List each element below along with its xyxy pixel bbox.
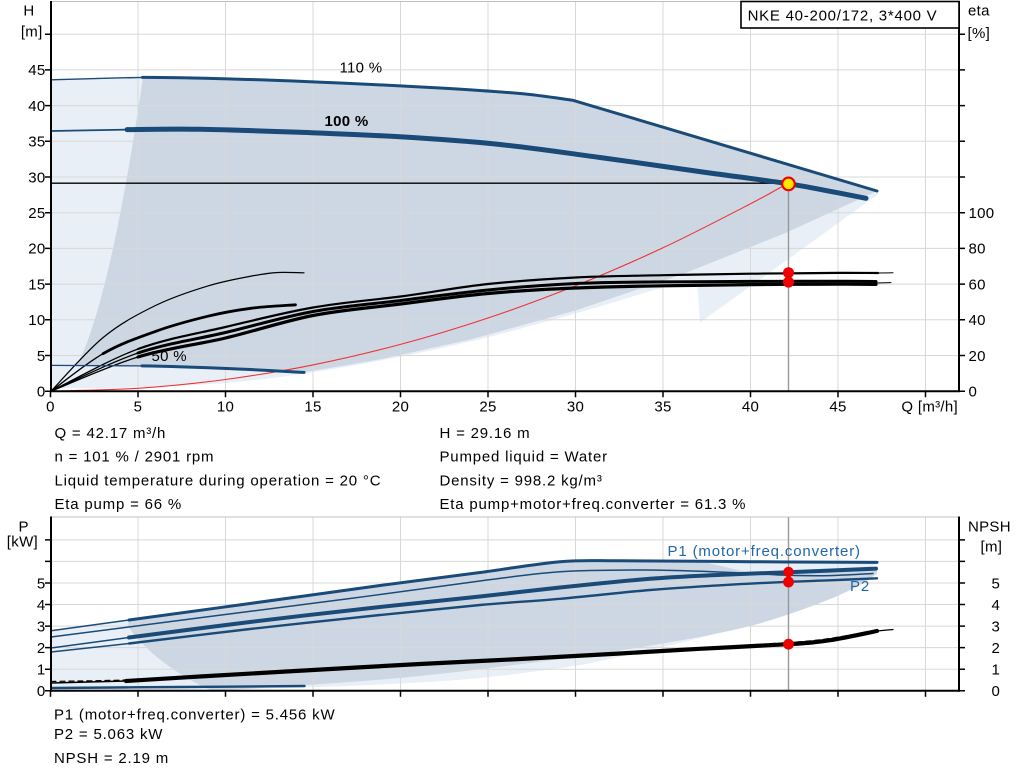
svg-text:[kW]: [kW] [7, 534, 38, 551]
svg-text:H: H [23, 2, 34, 19]
svg-text:100 %: 100 % [325, 113, 369, 130]
svg-text:H = 29.16 m: H = 29.16 m [440, 425, 531, 442]
svg-text:[%]: [%] [968, 25, 991, 42]
svg-text:2: 2 [992, 640, 1001, 657]
svg-text:NKE 40-200/172, 3*400 V: NKE 40-200/172, 3*400 V [748, 8, 938, 25]
svg-text:3: 3 [992, 618, 1001, 635]
svg-text:0: 0 [37, 384, 46, 401]
svg-text:[m]: [m] [981, 539, 1003, 556]
svg-text:100: 100 [969, 205, 995, 222]
svg-text:Q = 42.17 m³/h: Q = 42.17 m³/h [55, 425, 167, 442]
svg-text:35: 35 [654, 399, 671, 416]
svg-text:45: 45 [829, 399, 846, 416]
svg-text:eta: eta [968, 2, 990, 19]
svg-text:30: 30 [28, 169, 45, 186]
svg-text:1: 1 [992, 662, 1001, 679]
svg-text:110 %: 110 % [340, 59, 383, 76]
svg-text:40: 40 [969, 312, 986, 329]
svg-text:25: 25 [28, 205, 45, 222]
svg-text:P1 (motor+freq.converter): P1 (motor+freq.converter) [668, 543, 861, 560]
svg-text:40: 40 [742, 399, 759, 416]
svg-text:35: 35 [28, 134, 45, 151]
svg-text:P1 (motor+freq.converter) = 5.: P1 (motor+freq.converter) = 5.456 kW [54, 707, 335, 724]
svg-text:P2 = 5.063 kW: P2 = 5.063 kW [54, 726, 163, 743]
svg-text:Liquid temperature during oper: Liquid temperature during operation = 20… [55, 472, 382, 489]
svg-text:20: 20 [28, 241, 45, 258]
svg-text:0: 0 [992, 683, 1001, 700]
svg-text:20: 20 [392, 399, 409, 416]
svg-text:10: 10 [217, 399, 234, 416]
svg-text:80: 80 [969, 241, 986, 258]
svg-text:5: 5 [992, 575, 1001, 592]
svg-text:[m]: [m] [21, 24, 43, 41]
svg-text:0: 0 [37, 683, 46, 700]
svg-text:15: 15 [28, 276, 45, 293]
svg-text:NPSH = 2.19 m: NPSH = 2.19 m [54, 750, 169, 767]
svg-text:P: P [19, 519, 29, 536]
svg-text:4: 4 [992, 597, 1001, 614]
svg-text:Eta pump+motor+freq.converter: Eta pump+motor+freq.converter = 61.3 % [440, 496, 747, 513]
svg-text:5: 5 [37, 348, 46, 365]
svg-text:NPSH: NPSH [968, 519, 1011, 536]
svg-text:Eta pump = 66 %: Eta pump = 66 % [55, 496, 183, 513]
svg-text:15: 15 [304, 399, 321, 416]
svg-text:Density = 998.2 kg/m³: Density = 998.2 kg/m³ [440, 472, 603, 489]
svg-text:45: 45 [28, 62, 45, 79]
svg-text:10: 10 [28, 312, 45, 329]
svg-text:3: 3 [37, 618, 46, 635]
svg-text:2: 2 [37, 640, 46, 657]
svg-text:5: 5 [134, 399, 143, 416]
svg-text:1: 1 [37, 662, 46, 679]
svg-text:4: 4 [37, 597, 46, 614]
svg-text:Pumped liquid = Water: Pumped liquid = Water [440, 449, 608, 466]
svg-text:0: 0 [969, 384, 978, 401]
svg-text:30: 30 [567, 399, 584, 416]
svg-text:20: 20 [969, 348, 986, 365]
svg-text:60: 60 [969, 276, 986, 293]
svg-text:n = 101 % / 2901 rpm: n = 101 % / 2901 rpm [55, 449, 215, 466]
svg-text:Q [m³/h]: Q [m³/h] [901, 399, 958, 416]
svg-text:40: 40 [28, 98, 45, 115]
svg-text:25: 25 [479, 399, 496, 416]
svg-text:P2: P2 [850, 578, 870, 595]
svg-text:5: 5 [37, 575, 46, 592]
svg-text:0: 0 [46, 399, 55, 416]
